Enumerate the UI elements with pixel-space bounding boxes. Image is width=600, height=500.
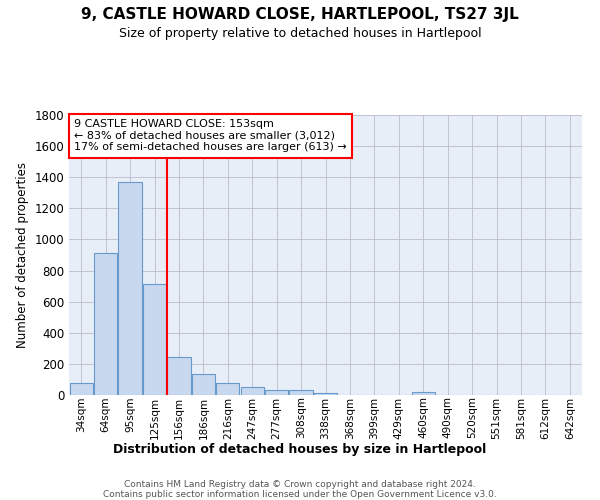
Bar — [216, 382, 239, 395]
Bar — [167, 357, 191, 395]
Bar — [289, 390, 313, 395]
Bar — [70, 382, 93, 395]
Bar — [192, 374, 215, 395]
Bar — [94, 252, 117, 395]
Bar — [143, 284, 166, 395]
Text: Contains HM Land Registry data © Crown copyright and database right 2024.
Contai: Contains HM Land Registry data © Crown c… — [103, 480, 497, 500]
Text: 9, CASTLE HOWARD CLOSE, HARTLEPOOL, TS27 3JL: 9, CASTLE HOWARD CLOSE, HARTLEPOOL, TS27… — [81, 8, 519, 22]
Bar — [412, 392, 435, 395]
Bar — [118, 182, 142, 395]
Bar — [314, 392, 337, 395]
Bar — [241, 387, 264, 395]
Bar — [265, 390, 288, 395]
Text: 9 CASTLE HOWARD CLOSE: 153sqm
← 83% of detached houses are smaller (3,012)
17% o: 9 CASTLE HOWARD CLOSE: 153sqm ← 83% of d… — [74, 119, 347, 152]
Y-axis label: Number of detached properties: Number of detached properties — [16, 162, 29, 348]
Text: Distribution of detached houses by size in Hartlepool: Distribution of detached houses by size … — [113, 442, 487, 456]
Text: Size of property relative to detached houses in Hartlepool: Size of property relative to detached ho… — [119, 28, 481, 40]
